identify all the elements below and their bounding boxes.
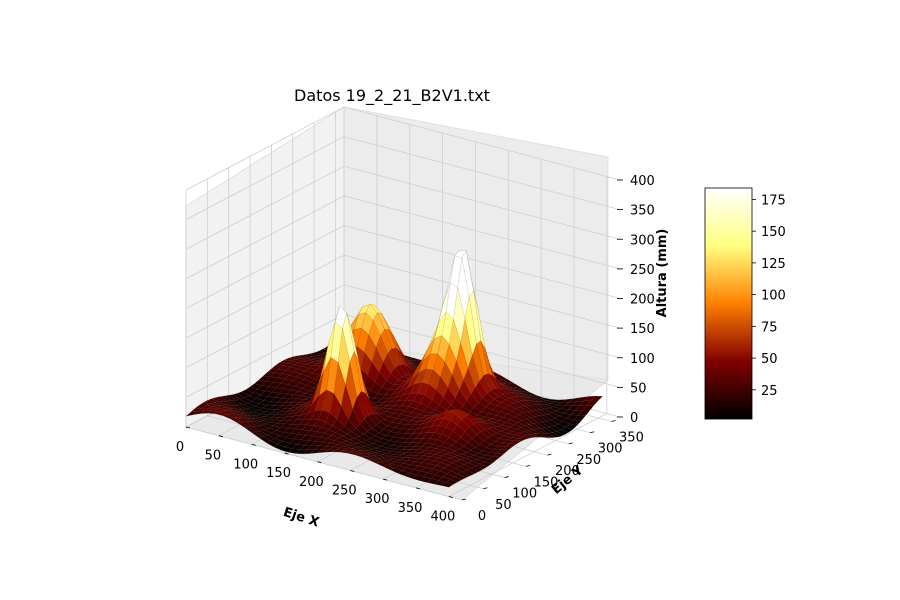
- surface-facet: [509, 440, 522, 444]
- x-tick: [317, 461, 322, 464]
- z-tick-label: 50: [630, 381, 647, 396]
- z-tick-label: 200: [630, 293, 655, 308]
- colorbar-ticks: 25 50 75 100 125 150 175: [752, 193, 786, 399]
- colorbar-tick-label: 100: [761, 289, 786, 304]
- z-tick-label: 400: [630, 174, 655, 189]
- y-tick: [504, 476, 509, 478]
- surface-facet: [517, 436, 531, 440]
- surface-facet: [479, 461, 492, 467]
- x-tick: [185, 426, 191, 429]
- z-tick-label: 350: [630, 204, 655, 219]
- z-tick-label: 300: [630, 233, 655, 248]
- grid-line-z: [185, 284, 621, 369]
- x-tick: [251, 443, 256, 446]
- z-tick-label: 250: [630, 263, 655, 278]
- z-tick-label: 150: [630, 322, 655, 337]
- surface-facet: [458, 471, 471, 478]
- z-tick-label: 100: [630, 352, 655, 367]
- grid-line-z: [185, 225, 621, 309]
- surface-facet: [552, 431, 565, 437]
- surface-facet: [522, 434, 535, 439]
- colorbar: [704, 187, 753, 420]
- surface-facet: [466, 467, 480, 474]
- colorbar-tick-label: 175: [761, 193, 786, 208]
- x-tick: [415, 487, 421, 490]
- x-tick: [284, 452, 289, 455]
- x-tick-label: 300: [365, 492, 390, 507]
- surface-facet: [496, 449, 510, 454]
- grid-line-z: [185, 195, 621, 280]
- chart-title: Datos 19_2_21_B2V1.txt: [294, 86, 490, 106]
- colorbar-tick-label: 25: [761, 384, 778, 399]
- x-tick-label: 400: [430, 510, 455, 525]
- colorbar-tick-label: 50: [761, 352, 778, 367]
- y-tick: [568, 442, 573, 445]
- grid-line-z: [185, 136, 621, 220]
- surface-facet: [488, 456, 501, 461]
- x-tick-label: 200: [299, 475, 324, 490]
- x-tick-label: 350: [398, 501, 423, 516]
- y-tick-label: 0: [478, 509, 486, 524]
- y-tick: [547, 453, 552, 456]
- y-tick: [461, 498, 467, 501]
- y-tick-label: 200: [555, 464, 580, 479]
- x-axis-label: Eje X: [281, 505, 321, 531]
- grid-line-z: [185, 165, 621, 250]
- y-tick-label: 300: [598, 442, 623, 457]
- z-tick-label: 0: [630, 411, 638, 426]
- x-tick: [448, 496, 453, 498]
- surface: [185, 250, 603, 488]
- grid-line-z: [185, 106, 621, 191]
- surface-facet: [586, 400, 599, 406]
- x-tick-label: 0: [176, 440, 184, 455]
- x-tick: [218, 435, 223, 438]
- x-tick-label: 50: [205, 449, 222, 464]
- grid-line-z: [185, 254, 621, 339]
- colorbar-tick-label: 150: [761, 225, 786, 240]
- y-tick-label: 150: [534, 475, 559, 490]
- y-tick-label: 350: [619, 430, 644, 445]
- surface-facet: [556, 429, 569, 435]
- y-tick: [611, 420, 616, 422]
- y-tick: [525, 464, 531, 467]
- surface-facet: [441, 482, 454, 488]
- y-tick: [590, 431, 595, 434]
- colorbar-tick-label: 125: [761, 257, 786, 272]
- y-tick-label: 100: [512, 487, 537, 502]
- x-tick: [383, 478, 388, 481]
- y-tick-label: 250: [576, 453, 601, 468]
- colorbar-tick-label: 75: [761, 320, 778, 335]
- surface-facet: [449, 476, 463, 483]
- x-tick-label: 100: [233, 457, 258, 472]
- surface-facet: [445, 479, 458, 485]
- x-tick: [350, 470, 355, 472]
- y-tick: [483, 487, 488, 490]
- y-tick-label: 50: [495, 498, 512, 513]
- x-tick-label: 150: [266, 466, 291, 481]
- x-tick-label: 250: [332, 483, 357, 498]
- z-axis-label: Altura (mm): [655, 229, 670, 318]
